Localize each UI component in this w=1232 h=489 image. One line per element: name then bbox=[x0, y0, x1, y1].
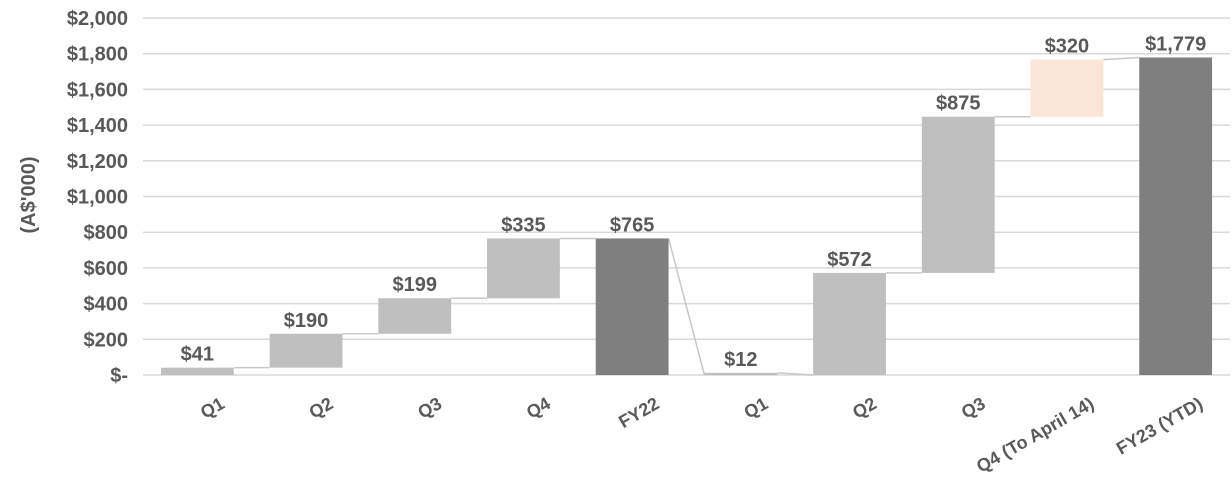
connector-lines bbox=[233, 56, 1140, 376]
category-label: Q1 bbox=[197, 393, 228, 422]
y-tick-label: $600 bbox=[84, 258, 129, 280]
bar-partial bbox=[1030, 59, 1104, 117]
data-labels: $41 $190 $199 $335 $765 $12 $572 $875 $320 $1,779 bbox=[181, 33, 1207, 370]
bar-increase bbox=[269, 333, 343, 368]
connector-line bbox=[1103, 56, 1140, 61]
category-label: Q3 bbox=[414, 393, 445, 422]
y-axis-ticks: $- $200 $400 $600 $800 $1,000 $1,200 $1,400 $1,6… bbox=[67, 8, 128, 387]
category-label: FY22 bbox=[615, 393, 662, 432]
category-label: Q4 (To April 14) bbox=[973, 393, 1097, 476]
y-tick-label: $- bbox=[110, 365, 128, 387]
bar-increase bbox=[813, 272, 886, 375]
category-label: Q1 bbox=[740, 393, 771, 422]
data-label: $875 bbox=[936, 93, 981, 115]
bar-increase bbox=[487, 238, 560, 299]
connector-line bbox=[667, 238, 706, 376]
bar-increase bbox=[378, 298, 452, 334]
connector-line bbox=[777, 372, 814, 376]
category-label: Q3 bbox=[958, 393, 989, 422]
y-tick-label: $1,600 bbox=[67, 79, 128, 101]
y-tick-label: $1,400 bbox=[67, 115, 128, 137]
category-label: Q4 bbox=[523, 393, 554, 422]
y-tick-label: $1,200 bbox=[67, 151, 128, 173]
category-label: Q2 bbox=[849, 393, 880, 422]
bar-increase bbox=[160, 367, 234, 375]
data-label: $335 bbox=[501, 214, 546, 236]
y-tick-label: $1,800 bbox=[67, 44, 128, 66]
data-label: $190 bbox=[284, 310, 329, 332]
bar-increase bbox=[921, 116, 995, 273]
data-label: $41 bbox=[181, 344, 214, 366]
data-label: $1,779 bbox=[1145, 33, 1206, 55]
bar-total bbox=[1139, 57, 1213, 376]
bar-total bbox=[595, 238, 669, 375]
y-tick-label: $800 bbox=[84, 222, 129, 244]
bars bbox=[160, 57, 1213, 376]
data-label: $320 bbox=[1045, 36, 1090, 58]
y-tick-label: $1,000 bbox=[67, 187, 128, 209]
bar-increase bbox=[704, 372, 778, 375]
data-label: $765 bbox=[610, 214, 655, 236]
y-tick-label: $400 bbox=[84, 294, 129, 316]
data-label: $12 bbox=[724, 349, 757, 371]
category-label: Q2 bbox=[306, 393, 337, 422]
y-tick-label: $2,000 bbox=[67, 8, 128, 30]
data-label: $572 bbox=[827, 249, 872, 271]
y-tick-label: $200 bbox=[84, 329, 129, 351]
data-label: $199 bbox=[393, 274, 438, 296]
y-axis-title: (A$'000) bbox=[18, 156, 40, 233]
category-label: FY23 (YTD) bbox=[1113, 393, 1206, 458]
